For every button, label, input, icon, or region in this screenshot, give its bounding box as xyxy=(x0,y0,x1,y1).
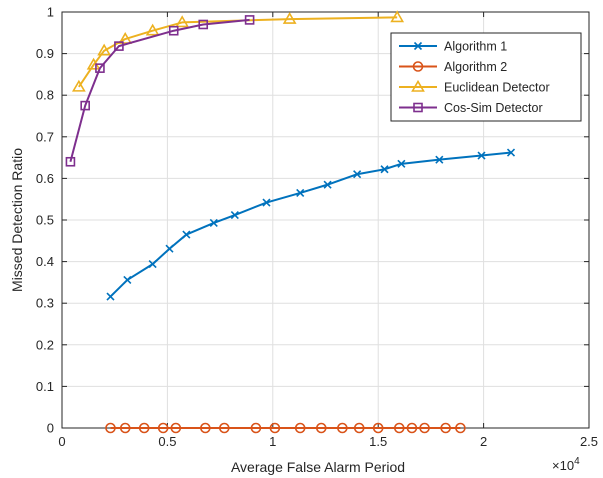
x-tick-label: 2 xyxy=(480,434,487,449)
series-line xyxy=(69,18,250,163)
data-point xyxy=(390,10,405,23)
data-point xyxy=(145,23,160,36)
x-exponent-power: 4 xyxy=(574,456,580,467)
data-point xyxy=(182,230,191,239)
series-3 xyxy=(71,10,405,92)
data-point xyxy=(323,180,332,189)
data-point xyxy=(106,292,115,301)
y-tick-label: 0.1 xyxy=(36,379,54,394)
data-point xyxy=(148,260,157,269)
data-point xyxy=(138,422,150,434)
y-tick-label: 0.8 xyxy=(36,88,54,103)
data-point xyxy=(477,151,486,160)
data-point xyxy=(175,15,190,28)
data-point xyxy=(419,422,430,434)
y-tick-label: 0.3 xyxy=(36,296,54,311)
x-axis-label: Average False Alarm Period xyxy=(231,459,405,475)
grid-lines xyxy=(61,11,590,429)
data-point xyxy=(337,422,348,434)
x-tick-label: 0 xyxy=(58,434,65,449)
legend-item: Algorithm 1 xyxy=(399,40,507,54)
data-point xyxy=(230,210,239,220)
data-point xyxy=(80,100,90,111)
data-point xyxy=(250,422,262,434)
y-tick-label: 0.6 xyxy=(36,171,54,186)
data-point xyxy=(294,422,306,434)
legend-swatch-marker xyxy=(412,61,424,72)
data-point xyxy=(168,25,179,36)
data-point xyxy=(244,15,255,25)
y-tick-label: 0.2 xyxy=(36,337,54,352)
data-point xyxy=(435,155,444,164)
legend-label: Euclidean Detector xyxy=(444,81,550,95)
data-point xyxy=(269,422,281,434)
axis-ticks: 0 0.5 1 1.5 2 2.5 0 0.1 0.2 0.3 0.4 0.5 0.6 0.7 0.8 0.9… xyxy=(36,5,598,450)
legend: Algorithm 1 Algorithm 2 Euclidean Detector… xyxy=(390,32,582,122)
data-point xyxy=(506,148,516,157)
x-exponent-label: ×104 xyxy=(552,456,580,473)
data-point xyxy=(380,165,389,174)
data-point xyxy=(440,422,451,434)
series-line xyxy=(109,151,512,298)
data-point xyxy=(95,63,105,73)
legend-label: Cos-Sim Detector xyxy=(444,101,543,115)
data-point xyxy=(406,422,418,434)
data-point xyxy=(198,19,209,30)
y-tick-label: 0 xyxy=(47,421,54,436)
data-point xyxy=(123,275,132,284)
data-point xyxy=(262,198,271,207)
data-point xyxy=(114,41,124,51)
series-2 xyxy=(105,422,466,434)
data-point xyxy=(65,156,76,167)
x-tick-label: 2.5 xyxy=(580,434,598,449)
legend-item: Cos-Sim Detector xyxy=(399,101,543,115)
data-point xyxy=(315,422,327,434)
legend-swatch-marker xyxy=(413,41,423,51)
data-point xyxy=(105,422,116,434)
series-group xyxy=(65,10,516,434)
y-axis-label: Missed Detection Ratio xyxy=(9,148,25,292)
legend-swatch-marker xyxy=(413,102,423,113)
data-point xyxy=(200,422,211,434)
data-point xyxy=(71,79,86,92)
data-point xyxy=(118,31,133,44)
y-tick-label: 0.7 xyxy=(36,129,54,144)
legend-item: Algorithm 2 xyxy=(399,60,507,74)
data-point xyxy=(157,422,169,434)
data-point xyxy=(393,422,405,434)
x-tick-label: 1 xyxy=(269,434,276,449)
data-point xyxy=(209,218,218,227)
series-4 xyxy=(65,15,255,167)
x-tick-label: 1.5 xyxy=(369,434,387,449)
data-point xyxy=(170,422,182,434)
legend-item: Euclidean Detector xyxy=(399,79,550,95)
legend-label: Algorithm 2 xyxy=(444,60,507,74)
data-point xyxy=(282,11,297,24)
y-tick-label: 0.5 xyxy=(36,213,54,228)
x-tick-label: 0.5 xyxy=(158,434,176,449)
data-point xyxy=(219,422,230,434)
data-point xyxy=(353,422,365,434)
data-point xyxy=(296,188,305,198)
data-point xyxy=(165,244,174,253)
data-point xyxy=(455,422,466,434)
data-point xyxy=(372,422,384,434)
data-point xyxy=(353,170,362,179)
data-point xyxy=(119,422,131,434)
legend-swatch-marker xyxy=(411,79,425,92)
x-exponent-base: ×10 xyxy=(552,458,574,473)
y-tick-label: 0.9 xyxy=(36,46,54,61)
data-point xyxy=(97,43,112,56)
data-point xyxy=(397,159,406,168)
y-tick-label: 0.4 xyxy=(36,254,54,269)
y-tick-label: 1 xyxy=(47,5,54,20)
legend-label: Algorithm 1 xyxy=(444,40,507,54)
series-1 xyxy=(106,148,516,301)
